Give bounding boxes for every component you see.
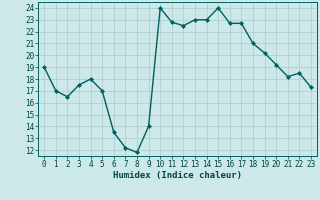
X-axis label: Humidex (Indice chaleur): Humidex (Indice chaleur) [113, 171, 242, 180]
